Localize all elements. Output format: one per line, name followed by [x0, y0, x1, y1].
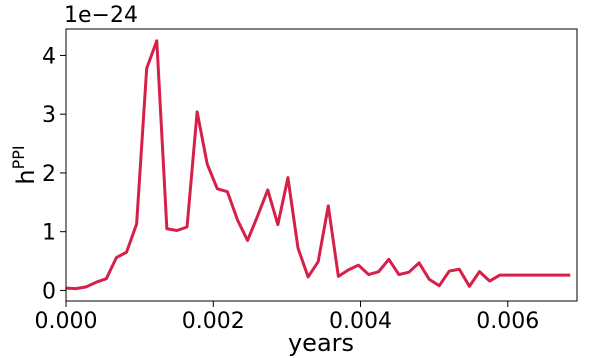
x-tick-label: 0.004	[329, 309, 392, 334]
x-axis-label: years	[288, 329, 354, 357]
y-tick-label: 0	[42, 279, 56, 304]
plot-frame	[65, 28, 578, 302]
y-tick-label: 4	[42, 44, 56, 69]
x-axis: 0.000 0.002 0.004 0.006	[35, 301, 539, 334]
series-line-0	[65, 39, 571, 291]
x-tick-label: 0.006	[476, 309, 539, 334]
y-offset-label: 1e−24	[64, 3, 138, 28]
x-tick-label: 0.002	[182, 309, 245, 334]
x-tick-label: 0.000	[35, 309, 98, 334]
y-tick-label: 2	[42, 162, 56, 187]
y-tick-label: 3	[42, 103, 56, 128]
series-layer	[65, 39, 571, 291]
y-axis: 0 1 2 3 4	[42, 44, 66, 304]
y-tick-label: 1	[42, 221, 56, 246]
plot-background	[66, 29, 577, 301]
y-axis-label-group: hPPI	[9, 145, 40, 184]
svg-text:hPPI: hPPI	[9, 145, 40, 184]
y-axis-label: h	[12, 169, 40, 184]
y-axis-label-superscript: PPI	[9, 145, 28, 169]
